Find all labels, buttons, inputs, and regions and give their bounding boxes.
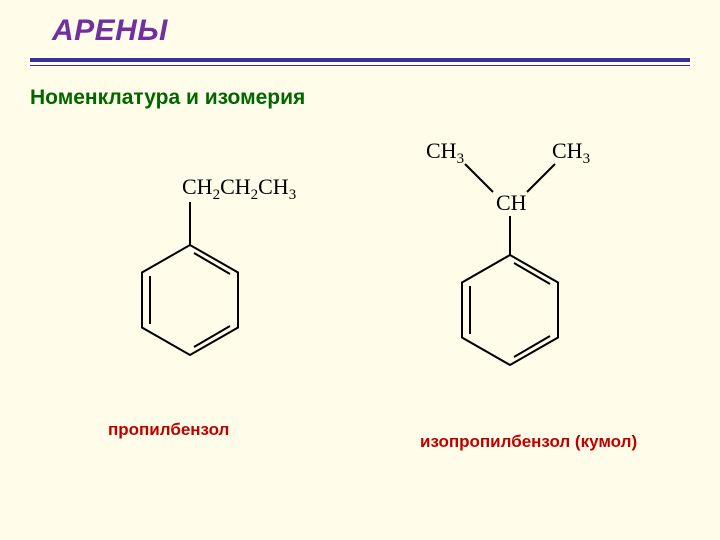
right-methyl-bond [527, 164, 555, 192]
page-title: АРЕНЫ [52, 14, 168, 48]
rule-thick [30, 58, 690, 62]
benzene-ring [142, 245, 238, 355]
benzene-ring [462, 255, 558, 365]
isopropylbenzene-svg: CH CH3 CH3 [390, 120, 670, 400]
right-methyl-label: CH3 [552, 138, 590, 167]
ch-label: CH [496, 190, 527, 215]
section-subtitle: Номенклатура и изомерия [30, 86, 305, 110]
substituent-label: CH2CH2CH3 [182, 174, 296, 203]
molecule-propylbenzene: CH2CH2CH3 [90, 130, 350, 390]
molecule-isopropylbenzene: CH CH3 CH3 [390, 120, 670, 400]
propylbenzene-svg: CH2CH2CH3 [90, 130, 350, 390]
left-methyl-label: CH3 [426, 138, 464, 167]
caption-isopropylbenzene: изопропилбензол (кумол) [420, 432, 637, 452]
rule-thin [30, 65, 690, 66]
slide: АРЕНЫ Номенклатура и изомерия CH2CH2CH3 [0, 0, 720, 540]
left-methyl-bond [465, 164, 493, 192]
caption-propylbenzene: пропилбензол [108, 420, 229, 440]
